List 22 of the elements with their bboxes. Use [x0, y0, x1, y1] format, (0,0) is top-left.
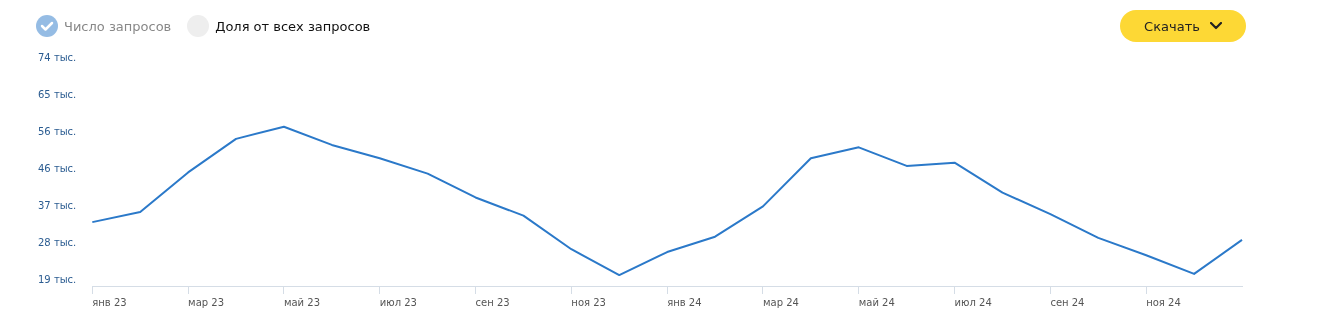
- x-tick-label: июл 23: [379, 296, 417, 308]
- y-tick-label: 65 тыс.: [38, 88, 77, 100]
- x-tick-label: сен 24: [1050, 296, 1085, 308]
- y-tick-label: 74 тыс.: [38, 51, 77, 63]
- x-tick-label: июл 24: [954, 296, 992, 308]
- y-tick-label: 19 тыс.: [38, 273, 77, 285]
- x-tick-label: май 24: [858, 296, 895, 308]
- x-tick-label: янв 23: [92, 296, 127, 308]
- y-tick-label: 56 тыс.: [38, 125, 77, 137]
- text: Скачать: [1144, 18, 1200, 34]
- x-tick-label: мар 24: [762, 296, 799, 308]
- y-tick-label: 37 тыс.: [38, 199, 77, 211]
- y-tick-label: 46 тыс.: [38, 162, 77, 174]
- text: Доля от всех запросов: [215, 18, 371, 34]
- x-tick-label: сен 23: [475, 296, 510, 308]
- x-tick-label: ноя 23: [571, 296, 606, 308]
- x-tick-label: мар 23: [188, 296, 225, 308]
- x-tick-label: май 23: [283, 296, 320, 308]
- y-tick-label: 28 тыс.: [38, 236, 77, 248]
- x-tick-label: янв 24: [667, 296, 702, 308]
- x-tick-label: ноя 24: [1146, 296, 1181, 308]
- legend-label: Число запросов: [64, 18, 172, 34]
